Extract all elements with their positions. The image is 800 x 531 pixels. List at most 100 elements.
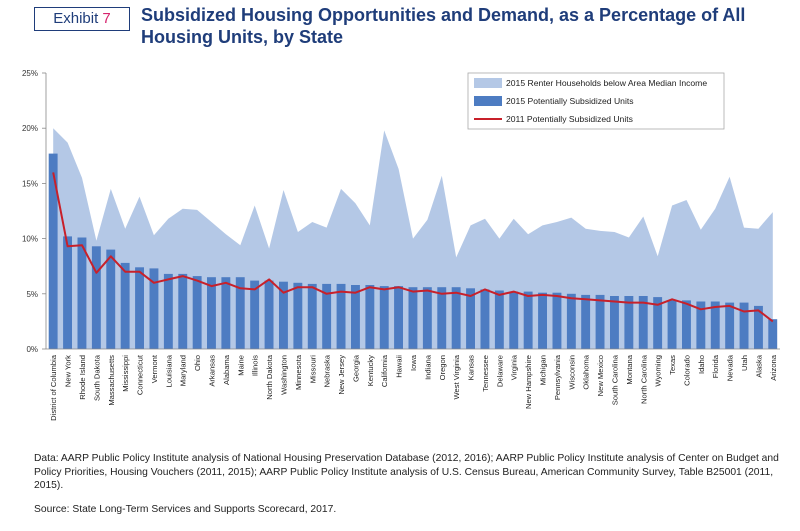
y-tick-label: 5% — [26, 290, 38, 299]
source-note: Source: State Long-Term Services and Sup… — [34, 503, 337, 515]
bar — [394, 286, 403, 349]
legend-label: 2015 Renter Households below Area Median… — [506, 78, 707, 88]
x-tick-label: Idaho — [697, 355, 706, 374]
x-tick-label: Kentucky — [366, 355, 375, 386]
x-tick-label: West Virginia — [452, 354, 461, 399]
bar — [480, 289, 490, 349]
bar — [336, 283, 346, 349]
x-tick-label: Iowa — [409, 354, 418, 371]
bar — [163, 273, 173, 349]
x-tick-label: Vermont — [150, 354, 159, 383]
x-tick-label: California — [380, 354, 389, 387]
bar — [595, 294, 605, 349]
bar — [379, 286, 389, 349]
bar — [696, 301, 706, 349]
x-tick-label: Oregon — [438, 355, 447, 380]
x-tick-label: Tennessee — [481, 355, 490, 392]
x-tick-label: Nevada — [726, 354, 735, 381]
bar — [739, 302, 749, 349]
legend-swatch-area — [474, 78, 502, 88]
bar — [322, 283, 332, 349]
chart-title: Subsidized Housing Opportunities and Dem… — [141, 5, 746, 47]
bar — [581, 294, 591, 349]
bar — [178, 273, 188, 349]
x-tick-label: Wisconsin — [567, 355, 576, 390]
x-tick-label: New Mexico — [596, 355, 605, 396]
bar — [466, 288, 475, 349]
bar — [351, 285, 360, 349]
x-tick-label: Kansas — [467, 355, 476, 381]
legend-swatch-bar — [474, 96, 502, 106]
bar — [63, 236, 72, 349]
x-tick-label: Georgia — [351, 354, 360, 382]
bar — [91, 246, 101, 349]
x-tick-label: New Hampshire — [524, 355, 533, 409]
chart-footer: Data: AARP Public Policy Institute analy… — [34, 452, 794, 516]
x-tick-label: Connecticut — [136, 354, 145, 395]
x-tick-label: Pennsylvania — [553, 354, 562, 400]
exhibit-label: Exhibit — [53, 10, 99, 27]
x-tick-label: Indiana — [423, 354, 432, 380]
x-tick-label: Florida — [711, 354, 720, 378]
bar — [365, 285, 375, 349]
x-tick-label: Mississippi — [121, 355, 130, 392]
x-tick-label: Texas — [668, 355, 677, 375]
x-tick-label: Hawaii — [395, 355, 404, 378]
x-tick-label: District of Columbia — [49, 354, 58, 421]
chart-canvas: 0% 5% 10% 15% 20% 25% District of Columbia New … — [22, 69, 780, 421]
bar — [221, 277, 231, 349]
bar — [638, 296, 648, 349]
legend-box — [467, 72, 725, 130]
bar — [451, 287, 461, 349]
y-tick-label: 10% — [22, 235, 38, 244]
bar — [509, 291, 519, 349]
x-tick-label: Louisiana — [164, 354, 173, 387]
bar — [207, 277, 216, 349]
bar — [149, 268, 159, 349]
legend-label: 2011 Potentially Subsidized Units — [506, 114, 633, 124]
x-tick-label: Colorado — [682, 355, 691, 386]
bar — [667, 300, 677, 349]
bar — [408, 287, 418, 349]
bar — [538, 292, 547, 349]
x-tick-label: Delaware — [495, 355, 504, 387]
x-tick-label: Alabama — [222, 354, 231, 385]
bar — [235, 277, 245, 349]
x-tick-label: Arkansas — [208, 355, 217, 387]
x-tick-label: Washington — [279, 355, 288, 395]
bar — [610, 296, 619, 349]
bar — [77, 237, 87, 349]
bar — [293, 282, 303, 349]
x-tick-label: Utah — [740, 355, 749, 371]
x-tick-label: South Carolina — [610, 354, 619, 405]
x-tick-label: North Carolina — [639, 354, 648, 404]
area-series-renter-households — [53, 128, 773, 349]
bar — [653, 297, 663, 349]
x-tick-label: Massachusetts — [107, 355, 116, 406]
bar — [552, 292, 562, 349]
bar — [624, 296, 634, 349]
x-tick-label: New Jersey — [337, 355, 346, 395]
x-tick-label: Maine — [236, 355, 245, 376]
x-tick-label: South Dakota — [92, 354, 101, 401]
x-tick-label: Illinois — [251, 355, 260, 376]
chart-header: Exhibit 7 Subsidized Housing Opportuniti… — [0, 0, 800, 60]
y-tick-label: 25% — [22, 69, 38, 78]
bar — [250, 280, 260, 349]
x-tick-label: North Dakota — [265, 354, 274, 400]
bar — [307, 283, 317, 349]
bar — [192, 276, 202, 349]
bar — [120, 262, 130, 349]
bar — [135, 267, 144, 349]
x-tick-label: Michigan — [539, 355, 548, 385]
bar — [264, 280, 274, 349]
line-series-2011-subsidized — [52, 172, 774, 323]
bar — [566, 293, 576, 349]
x-tick-label: Virginia — [510, 354, 519, 380]
x-tick-label: Arizona — [769, 354, 778, 381]
bar — [768, 319, 778, 349]
legend-label: 2015 Potentially Subsidized Units — [506, 96, 634, 106]
x-tick-label: Ohio — [193, 355, 202, 371]
x-tick-label: Maryland — [179, 355, 188, 386]
bar — [523, 291, 533, 349]
